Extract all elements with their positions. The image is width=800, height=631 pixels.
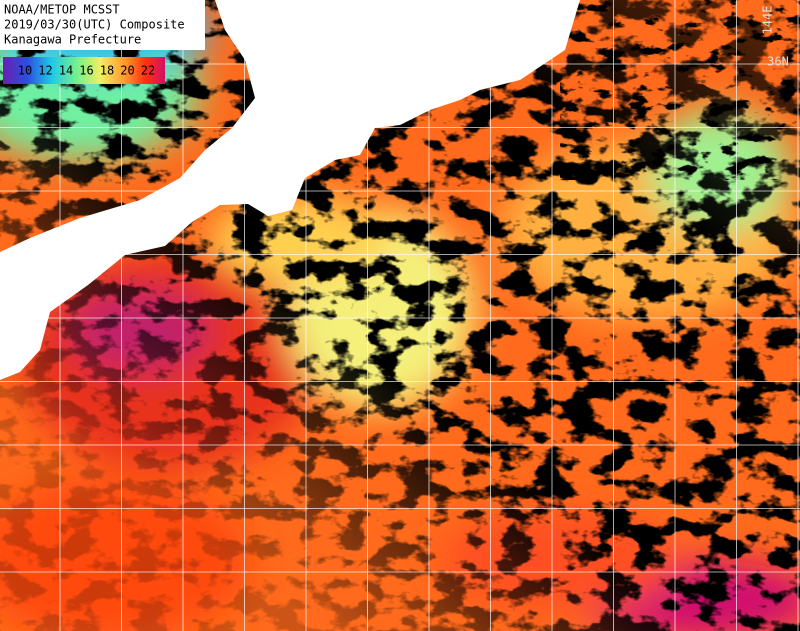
header-line: 2019/03/30(UTC) Composite	[4, 18, 185, 32]
header-line: Kanagawa Prefecture	[4, 33, 141, 47]
colorbar	[3, 57, 165, 84]
header-box	[0, 0, 205, 50]
legend-label: 20	[120, 64, 134, 78]
legend-label: 18	[100, 64, 114, 78]
legend-label: 22	[141, 64, 155, 78]
header-line: NOAA/METOP MCSST	[4, 3, 120, 17]
legend-label: 10	[18, 64, 32, 78]
legend-label: 16	[79, 64, 93, 78]
legend-label: 12	[38, 64, 52, 78]
grid-label: 36N	[767, 55, 789, 69]
colorbar-labels: 10 12 14 16 18 20 22	[18, 64, 155, 78]
land	[0, 0, 580, 380]
clouds	[560, 0, 800, 180]
grid-label: 144E	[761, 6, 775, 35]
legend-label: 14	[59, 64, 73, 78]
